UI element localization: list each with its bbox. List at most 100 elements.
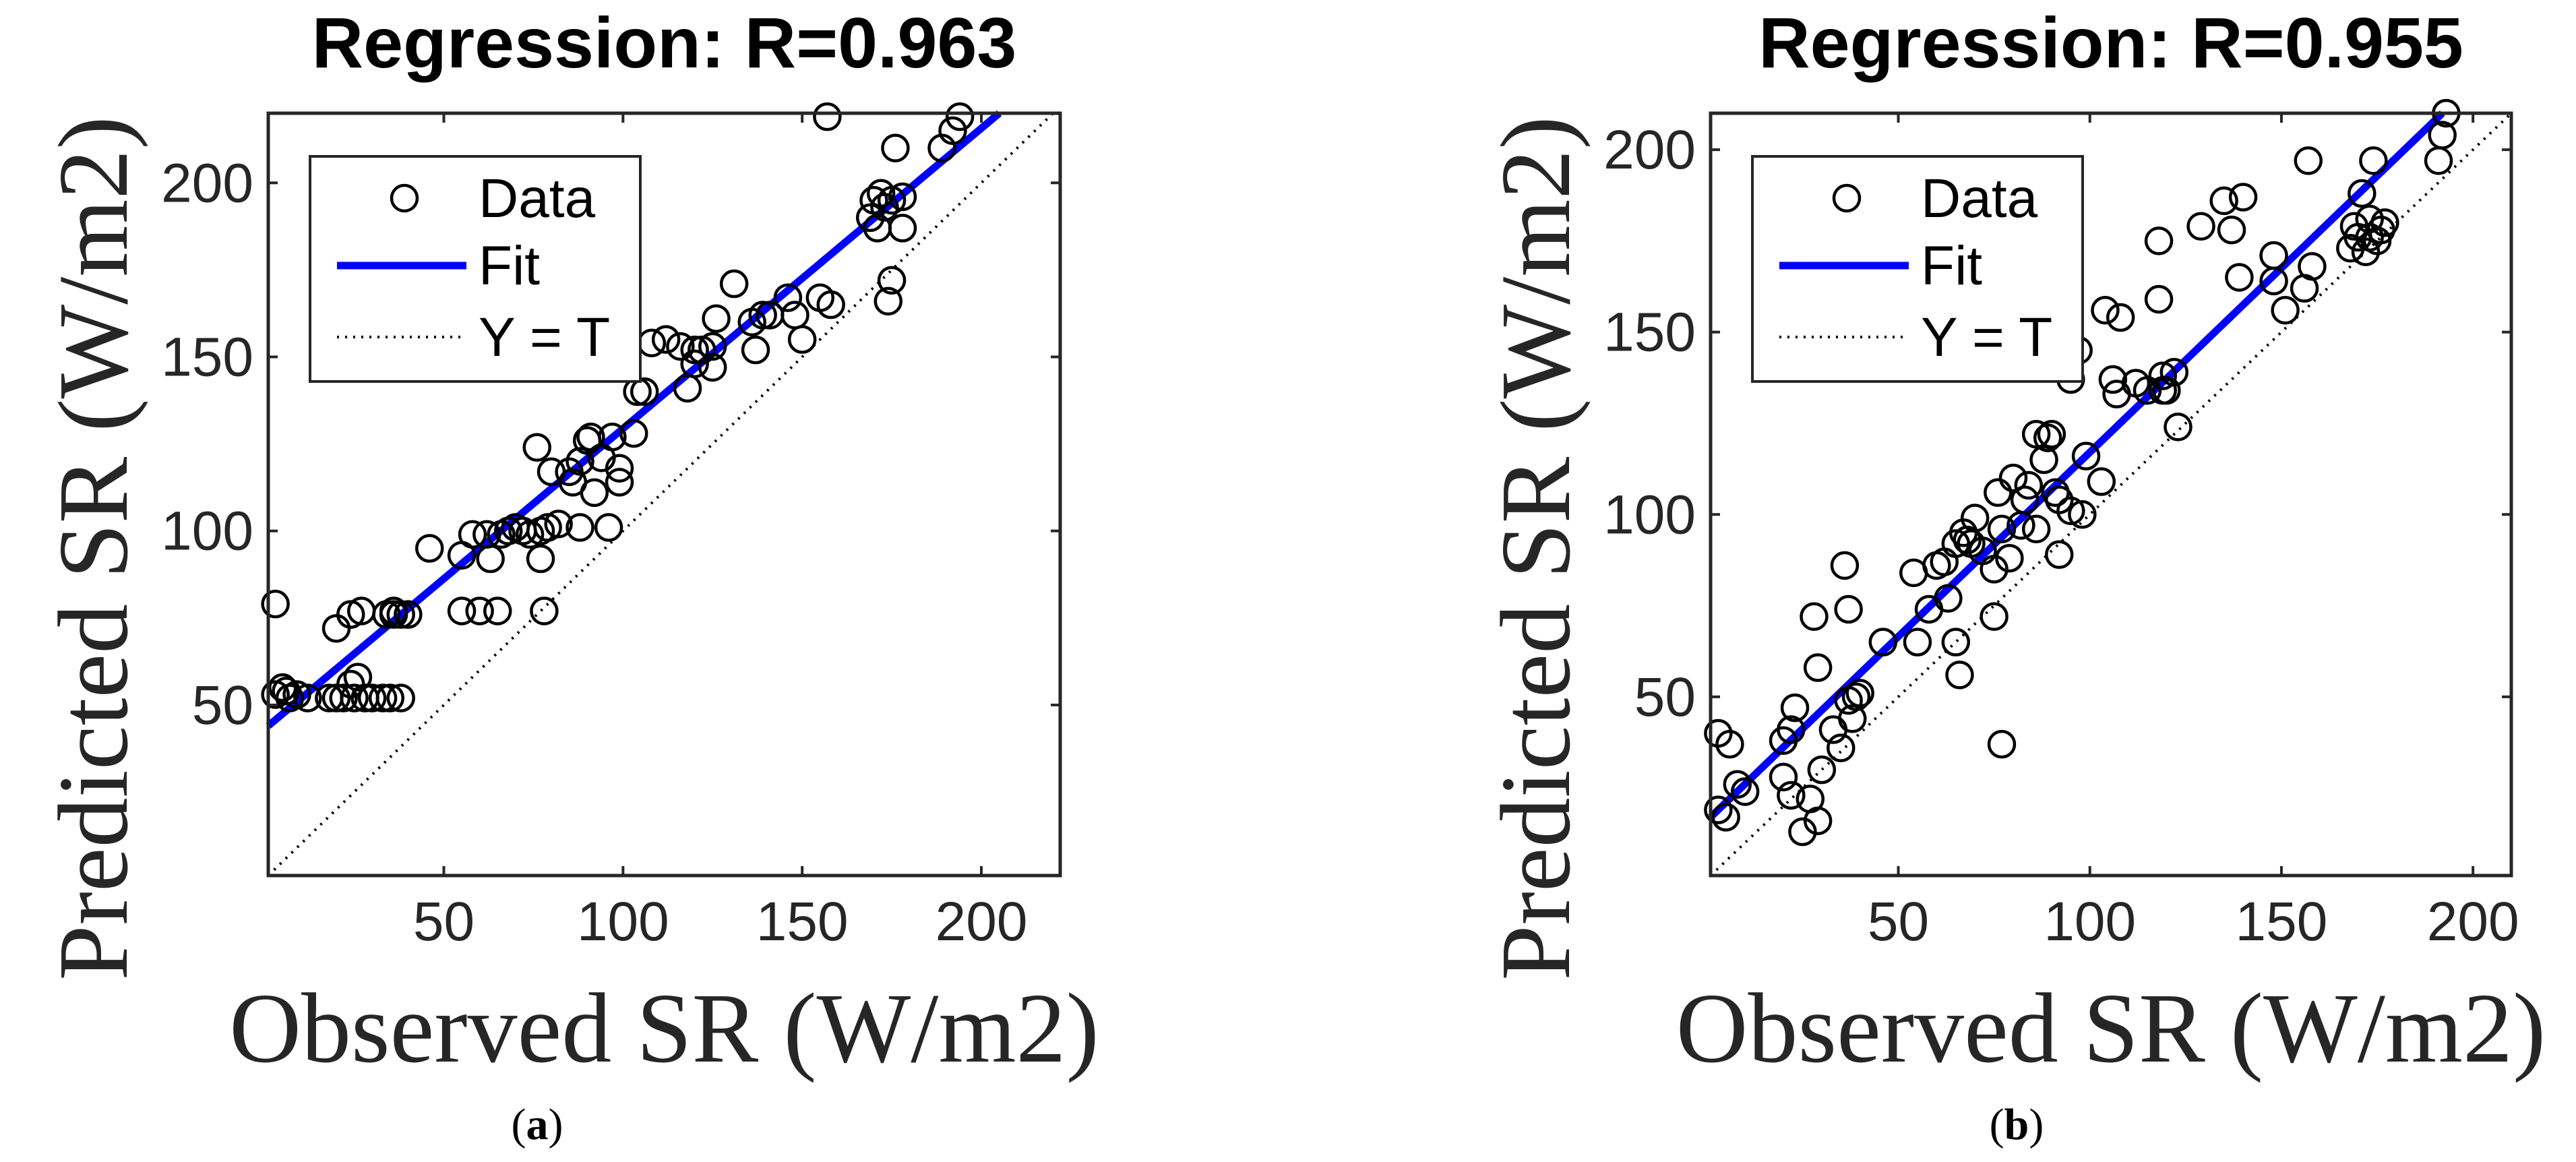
data-point bbox=[293, 683, 322, 712]
data-point bbox=[680, 349, 709, 379]
legend-label-fit: Fit bbox=[479, 235, 540, 297]
y-axis-label: Predicted SR (W/m2) bbox=[38, 116, 149, 980]
legend-label-data: Data bbox=[1921, 168, 2038, 229]
data-point bbox=[2091, 295, 2120, 325]
data-point bbox=[2068, 500, 2097, 529]
axes-box bbox=[266, 111, 1062, 878]
y-tick-label: 200 bbox=[1603, 119, 1696, 181]
data-point bbox=[2037, 419, 2066, 449]
data-point bbox=[1987, 514, 2017, 544]
data-point bbox=[1834, 594, 1863, 624]
data-point bbox=[881, 133, 910, 162]
panel-caption: (b) bbox=[1990, 1100, 2044, 1149]
data-point bbox=[340, 683, 369, 712]
data-point bbox=[598, 423, 627, 452]
data-point bbox=[261, 589, 290, 619]
data-point bbox=[2209, 186, 2238, 216]
data-point bbox=[780, 301, 809, 330]
data-point bbox=[2102, 379, 2131, 408]
data-point bbox=[773, 283, 803, 312]
data-point bbox=[813, 102, 842, 131]
data-point bbox=[2045, 540, 2074, 570]
data-point bbox=[1960, 503, 1990, 532]
data-point bbox=[680, 335, 709, 365]
data-point bbox=[2259, 241, 2288, 270]
data-point bbox=[2029, 445, 2058, 475]
x-axis-label: Observed SR (W/m2) bbox=[1676, 973, 2546, 1084]
data-point bbox=[2098, 365, 2128, 394]
data-point bbox=[2424, 146, 2453, 175]
data-point bbox=[2294, 146, 2323, 175]
data-point bbox=[938, 116, 967, 146]
data-point bbox=[702, 304, 731, 333]
data-point bbox=[2164, 412, 2192, 441]
data-point bbox=[619, 419, 648, 448]
data-point bbox=[698, 332, 727, 361]
data-point bbox=[1934, 584, 1963, 613]
data-point bbox=[522, 433, 552, 462]
caption-letter: a bbox=[526, 1100, 549, 1149]
data-point bbox=[415, 534, 444, 563]
y-tick-label: 100 bbox=[1603, 484, 1696, 545]
data-point bbox=[888, 214, 917, 243]
data-point bbox=[2056, 496, 2085, 526]
data-point bbox=[329, 683, 358, 712]
data-point bbox=[2144, 226, 2174, 255]
data-point bbox=[1903, 628, 1932, 656]
data-point bbox=[2228, 183, 2258, 212]
data-point bbox=[1945, 661, 1974, 690]
data-point bbox=[1930, 547, 1959, 576]
data-point bbox=[787, 325, 817, 354]
data-point bbox=[2298, 252, 2327, 281]
y-tick-label: 150 bbox=[1603, 302, 1696, 363]
data-point bbox=[2144, 284, 2174, 314]
y-tick-label: 50 bbox=[1634, 667, 1696, 728]
legend-label-identity: Y = T bbox=[1921, 307, 2052, 368]
data-point bbox=[544, 510, 573, 539]
data-point bbox=[386, 683, 415, 712]
x-tick-label: 200 bbox=[2427, 891, 2519, 952]
data-point bbox=[666, 332, 695, 361]
axes-box bbox=[1709, 111, 2513, 878]
data-point bbox=[2021, 419, 2051, 449]
data-point bbox=[1788, 817, 1817, 847]
x-tick-label: 100 bbox=[577, 891, 669, 952]
data-point bbox=[1723, 770, 1752, 799]
data-point bbox=[530, 597, 559, 625]
data-point bbox=[2021, 514, 2051, 544]
data-point bbox=[630, 377, 659, 406]
data-point bbox=[1980, 555, 2008, 584]
data-point bbox=[888, 182, 917, 212]
data-point bbox=[321, 614, 351, 643]
data-point bbox=[698, 353, 727, 382]
data-point bbox=[816, 290, 845, 319]
data-point bbox=[741, 335, 770, 365]
data-point bbox=[1715, 729, 1744, 759]
data-point bbox=[1711, 803, 1740, 832]
data-point bbox=[651, 325, 681, 354]
data-point bbox=[1807, 755, 1837, 785]
data-point bbox=[580, 478, 609, 508]
y-tick-label: 100 bbox=[161, 501, 253, 562]
legend-box bbox=[1751, 155, 2084, 383]
data-point bbox=[2152, 376, 2181, 405]
data-point bbox=[1984, 478, 2013, 508]
data-point bbox=[605, 454, 634, 483]
legend-label-fit: Fit bbox=[1921, 235, 1982, 297]
data-point bbox=[1827, 733, 1856, 762]
data-point bbox=[343, 663, 373, 692]
data-point bbox=[2359, 146, 2388, 175]
caption-letter: b bbox=[2004, 1100, 2029, 1149]
y-tick-label: 150 bbox=[161, 327, 253, 388]
data-point bbox=[2148, 361, 2177, 390]
x-tick-label: 200 bbox=[936, 891, 1028, 952]
data-point bbox=[748, 301, 777, 330]
data-point bbox=[394, 600, 423, 629]
data-point bbox=[357, 683, 387, 712]
x-axis-label: Observed SR (W/m2) bbox=[229, 973, 1099, 1084]
data-point bbox=[873, 286, 903, 316]
legend-marker-data bbox=[1832, 183, 1862, 213]
data-point bbox=[1777, 781, 1806, 810]
data-point bbox=[2033, 423, 2062, 452]
